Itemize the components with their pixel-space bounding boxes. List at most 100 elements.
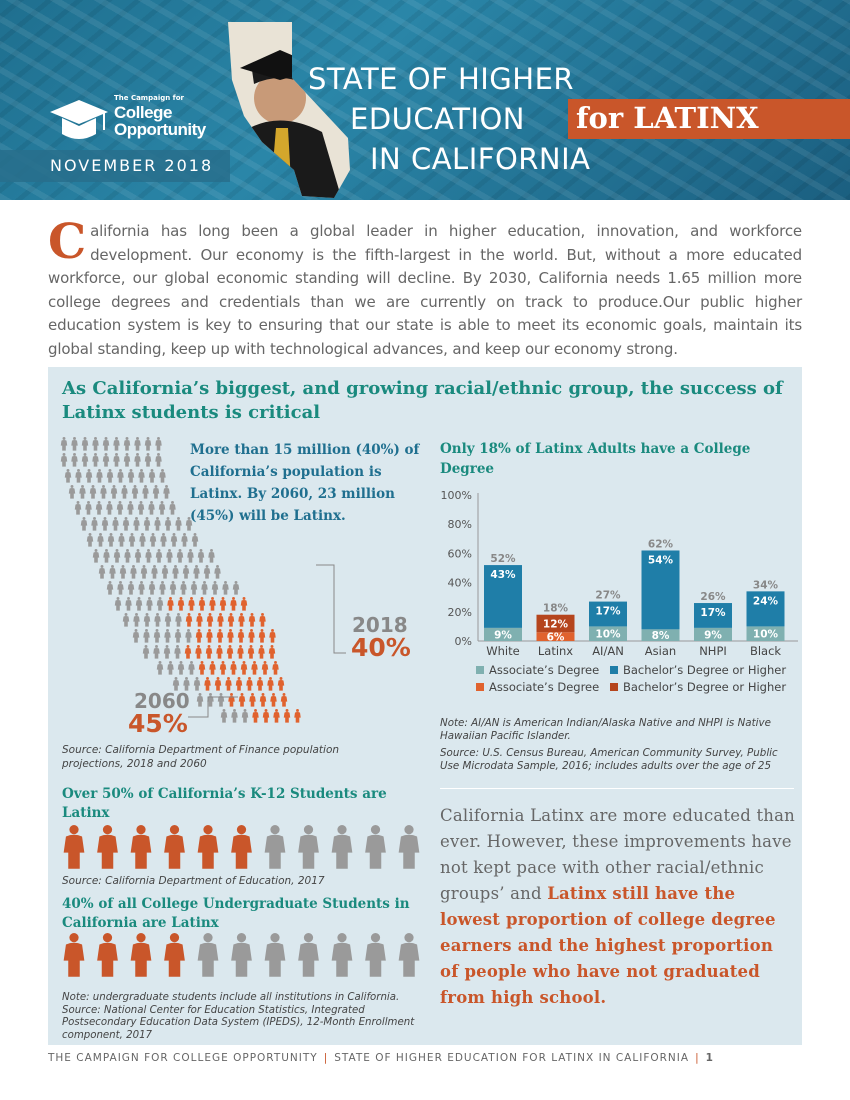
population-person-icon — [85, 501, 92, 515]
population-person-icon — [64, 469, 72, 483]
population-person-icon — [119, 565, 127, 579]
assoc-value-label: 8% — [652, 630, 670, 642]
population-person-icon — [188, 661, 195, 675]
population-person-icon — [258, 645, 265, 659]
bach-value-label: 43% — [490, 569, 516, 581]
population-person-icon — [98, 565, 106, 579]
legend-swatch — [610, 666, 618, 674]
population-person-icon — [217, 613, 224, 627]
population-person-icon — [153, 645, 160, 659]
chart-title: Only 18% of Latinx Adults have a College… — [440, 441, 751, 477]
title-line-1: STATE OF HIGHER — [308, 62, 575, 96]
population-person-icon — [122, 517, 130, 531]
latinx-person-icon — [63, 825, 85, 869]
callout-highlight: Latinx still have the lowest proportion … — [440, 884, 776, 1007]
degree-bar-chart: 0% 20% 40% 60% 80% 100% 9% 43% 52% White 6%12% 18% L… — [441, 489, 798, 658]
population-person-icon — [228, 693, 235, 707]
population-person-icon — [149, 533, 157, 547]
population-person-icon — [209, 597, 216, 611]
assoc-value-label: 10% — [753, 629, 779, 641]
total-value-label: 27% — [595, 590, 621, 602]
population-person-icon — [269, 629, 276, 643]
population-person-icon — [79, 485, 86, 499]
bar-associate-black — [746, 626, 785, 641]
title-line-2: EDUCATION — [350, 102, 526, 136]
chart-note: Note: AI/AN is American Indian/Alaska Na… — [440, 717, 771, 742]
population-person-icon — [195, 645, 202, 659]
population-person-icon — [102, 453, 110, 467]
footer-left: THE CAMPAIGN FOR COLLEGE OPPORTUNITY — [48, 1052, 318, 1064]
footer-right: STATE OF HIGHER EDUCATION FOR LATINX IN … — [334, 1052, 690, 1064]
population-person-icon — [208, 549, 215, 563]
population-person-icon — [207, 693, 214, 707]
person-icon — [264, 825, 286, 869]
population-person-icon — [174, 645, 181, 659]
population-person-icon — [174, 629, 182, 643]
legend-label: Associate’s Degree — [489, 663, 600, 677]
population-person-icon — [193, 565, 200, 579]
population-person-icon — [195, 629, 203, 643]
population-person-icon — [142, 645, 150, 659]
population-person-icon — [81, 437, 89, 451]
population-person-icon — [128, 533, 136, 547]
y-tick-label: 80% — [448, 518, 472, 531]
population-person-icon — [124, 549, 131, 563]
total-value-label: 26% — [700, 591, 726, 603]
population-person-icon — [237, 629, 245, 643]
population-person-icon — [220, 709, 228, 723]
population-person-icon — [227, 613, 235, 627]
population-person-icon — [217, 693, 225, 707]
population-person-icon — [106, 501, 113, 515]
bach-value-label: 24% — [753, 595, 779, 607]
bar-bachelor-latinx — [536, 614, 575, 633]
population-person-icon — [113, 549, 121, 563]
person-icon — [331, 825, 353, 869]
legend-swatch — [476, 683, 484, 691]
population-person-icon — [248, 613, 256, 627]
latinx-person-icon — [97, 933, 118, 977]
connector-lines — [188, 564, 346, 718]
population-person-icon — [139, 533, 146, 547]
callout-text: California Latinx are more educated than… — [440, 803, 796, 1011]
population-person-icon — [238, 613, 245, 627]
latinx-person-icon — [231, 825, 252, 869]
population-person-icon — [148, 501, 155, 515]
population-person-icon — [102, 437, 110, 451]
latinx-person-icon — [130, 825, 152, 869]
population-person-icon — [268, 645, 276, 659]
k12-heading: Over 50% of California’s K-12 Students a… — [62, 786, 387, 821]
total-value-label: 18% — [543, 603, 569, 615]
population-person-icon — [249, 693, 256, 707]
population-person-icon — [68, 485, 76, 499]
population-person-icon — [177, 661, 185, 675]
population-person-icon — [209, 661, 216, 675]
population-person-icon — [216, 645, 223, 659]
population-person-icon — [60, 437, 68, 451]
population-person-icon — [92, 549, 100, 563]
y-tick-label: 40% — [448, 577, 472, 590]
population-person-icon — [121, 485, 128, 499]
bar-bachelor-nhpi — [694, 603, 732, 628]
population-person-icon — [273, 709, 280, 723]
population-person-icon — [106, 581, 114, 595]
person-icon — [365, 825, 386, 869]
population-person-icon — [145, 549, 152, 563]
total-value-label: 34% — [753, 579, 779, 591]
population-person-icon — [241, 709, 249, 723]
population-person-icon — [258, 629, 266, 643]
logo-small-text: The Campaign for — [114, 94, 184, 102]
bach-value-label: 12% — [543, 619, 569, 631]
population-person-icon — [163, 485, 170, 499]
population-person-icon — [143, 629, 150, 643]
bar-associate-latinx — [536, 632, 575, 641]
population-person-icon — [176, 549, 184, 563]
label-2018: 2018 — [352, 613, 408, 637]
y-tick-label: 100% — [441, 489, 472, 502]
latinx-person-icon — [63, 933, 85, 977]
population-person-icon — [205, 645, 213, 659]
population-person-icon — [153, 629, 161, 643]
y-tick-label: 0% — [455, 635, 472, 648]
population-person-icon — [74, 501, 82, 515]
bar-bachelor-white — [484, 565, 522, 628]
population-person-icon — [247, 645, 255, 659]
